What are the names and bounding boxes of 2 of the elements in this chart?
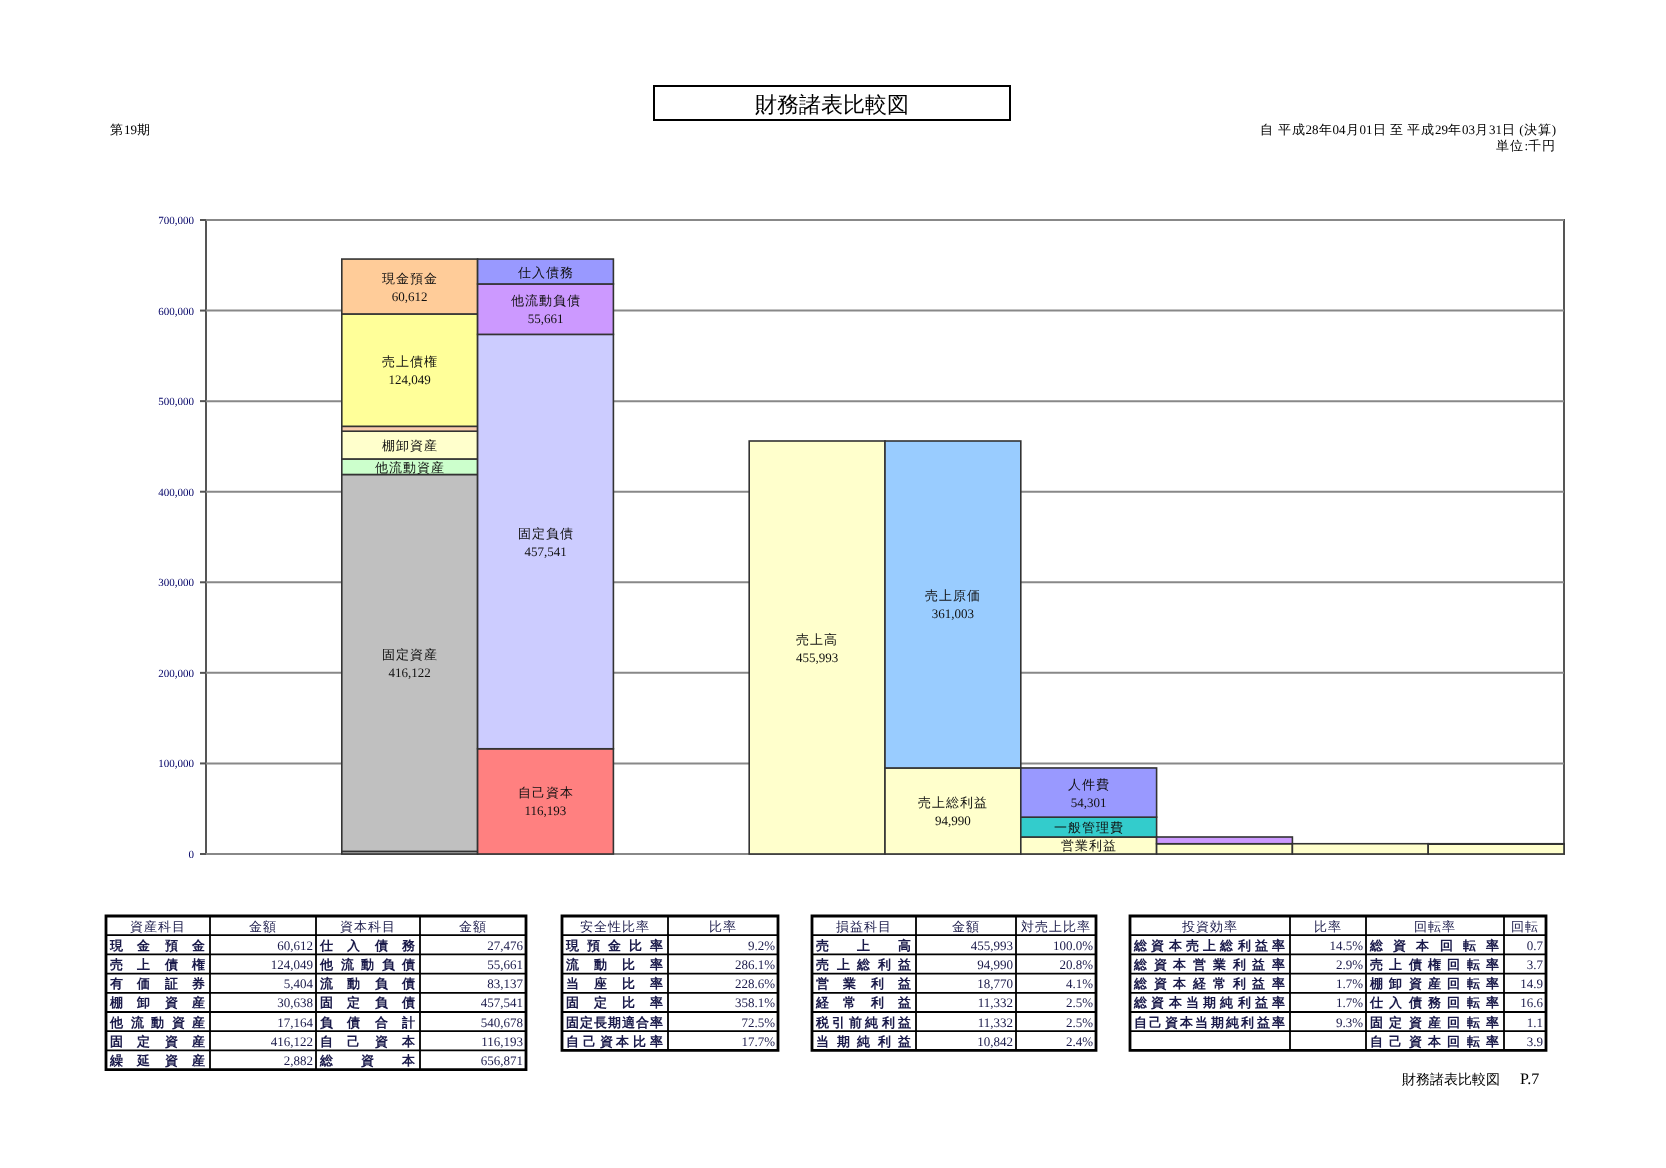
- text: P.7: [1520, 1070, 1540, 1088]
- chart-title: 財務諸表比較図: [755, 92, 909, 118]
